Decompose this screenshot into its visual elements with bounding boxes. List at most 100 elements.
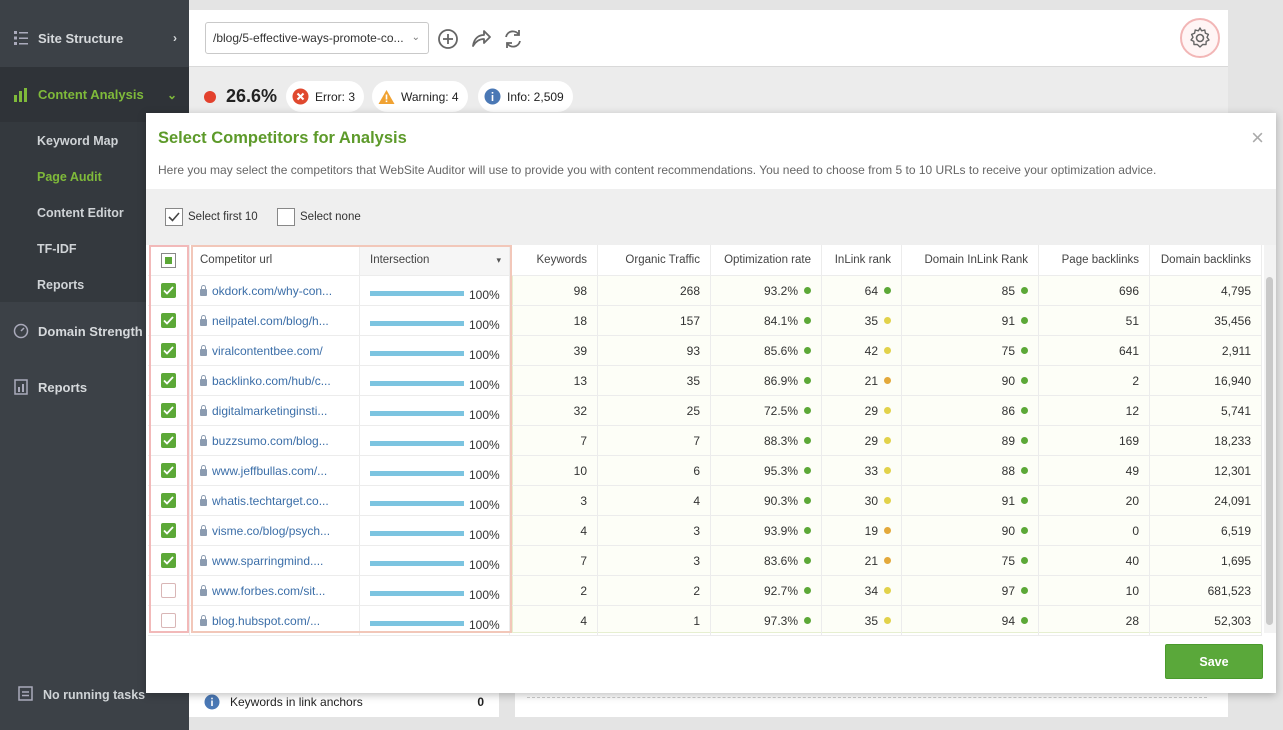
save-button[interactable]: Save [1165,644,1263,679]
competitor-url-cell: neilpatel.com/blog/h... [190,306,360,335]
close-icon[interactable]: × [1251,125,1264,150]
column-header-organic-traffic[interactable]: Organic Traffic [598,245,711,275]
sidebar-subitem-page-audit[interactable]: Page Audit [37,170,102,184]
gauge-icon [12,322,30,340]
competitor-url-link[interactable]: neilpatel.com/blog/h... [190,314,329,328]
inlink-rank-cell: 21 [822,546,902,575]
organic-traffic-cell: 35 [598,366,711,395]
header-checkbox[interactable] [161,252,176,268]
sidebar-subitem-content-editor[interactable]: Content Editor [37,206,124,220]
toolbar: /blog/5-effective-ways-promote-co... ⌄ [189,10,1228,67]
table-row[interactable]: www.jeffbullas.com/... 100% 10 6 95.3% 33 88 49… [148,456,1262,486]
column-header-domain-inlink-rank[interactable]: Domain InLink Rank [902,245,1039,275]
sidebar-item-reports[interactable]: Reports [0,368,189,406]
row-select-cell [148,336,190,365]
competitor-url-link[interactable]: www.jeffbullas.com/... [190,464,327,478]
row-select-cell [148,486,190,515]
domain-inlink-rank-value: 75 [1001,553,1015,568]
page-backlinks-value: 12 [1125,403,1139,418]
table-row[interactable]: whatis.techtarget.co... 100% 3 4 90.3% 30 91 20… [148,486,1262,516]
table-row[interactable]: www.forbes.com/sit... 100% 2 2 92.7% 34 97 10 68… [148,576,1262,606]
row-checkbox[interactable] [161,613,176,628]
competitor-url-link[interactable]: blog.hubspot.com/... [190,614,320,628]
scrollbar-thumb[interactable] [1266,277,1273,625]
intersection-bar [370,441,464,446]
row-checkbox[interactable] [161,283,176,298]
competitor-url-link[interactable]: www.forbes.com/sit... [190,584,325,598]
column-header-optimization-rate[interactable]: Optimization rate [711,245,822,275]
row-checkbox[interactable] [161,313,176,328]
refresh-icon[interactable] [501,27,525,51]
row-checkbox[interactable] [161,463,176,478]
row-checkbox[interactable] [161,403,176,418]
table-scrollbar[interactable] [1264,245,1276,633]
row-checkbox[interactable] [161,493,176,508]
row-checkbox[interactable] [161,553,176,568]
settings-button[interactable] [1180,18,1220,58]
competitor-url-link[interactable]: visme.co/blog/psych... [190,524,330,538]
intersection-bar [370,561,464,566]
competitor-url-link[interactable]: whatis.techtarget.co... [190,494,329,508]
keywords-cell: 3 [510,486,598,515]
status-dot [804,557,811,564]
status-dot [804,287,811,294]
sidebar-item-site-structure[interactable]: Site Structure › [0,18,189,58]
sidebar-item-content-analysis[interactable]: Content Analysis ⌄ [0,67,189,122]
inlink-rank-value: 35 [864,613,878,628]
select-first-10-checkbox[interactable]: Select first 10 [165,208,258,226]
competitor-url-link[interactable]: viralcontentbee.com/ [190,344,323,358]
lock-icon [200,464,207,476]
column-header-domain-backlinks[interactable]: Domain backlinks [1150,245,1262,275]
row-checkbox[interactable] [161,373,176,388]
domain-inlink-rank-cell: 90 [902,516,1039,545]
table-row[interactable]: okdork.com/why-con... 100% 98 268 93.2% 64 85 6… [148,276,1262,306]
inlink-rank-cell: 33 [822,456,902,485]
row-checkbox[interactable] [161,523,176,538]
row-checkbox[interactable] [161,343,176,358]
table-row[interactable]: digitalmarketinginsti... 100% 32 25 72.5% 29 8… [148,396,1262,426]
page-backlinks-value: 51 [1125,313,1139,328]
warning-badge[interactable]: Warning: 4 [372,81,468,112]
organic-traffic-cell: 4 [598,486,711,515]
competitor-url-link[interactable]: www.sparringmind.... [190,554,323,568]
dialog-description: Here you may select the competitors that… [158,163,1157,177]
row-select-cell [148,306,190,335]
keywords-value: 18 [573,313,587,328]
select-none-checkbox[interactable]: Select none [277,208,361,226]
task-status[interactable]: No running tasks [18,686,145,704]
sidebar-subitem-keyword-map[interactable]: Keyword Map [37,134,119,148]
list-icon [12,29,30,47]
sidebar-subitem-reports[interactable]: Reports [37,278,85,292]
table-row[interactable]: visme.co/blog/psych... 100% 4 3 93.9% 19 90 0 6,… [148,516,1262,546]
column-header-keywords[interactable]: Keywords [510,245,598,275]
factor-value: 0 [477,695,484,709]
intersection-cell: 100% [360,366,510,395]
table-row[interactable]: viralcontentbee.com/100% 39 93 85.6% 42 75 641… [148,336,1262,366]
sidebar-item-domain-strength[interactable]: Domain Strength [0,312,189,350]
column-header-page-backlinks[interactable]: Page backlinks [1039,245,1150,275]
error-badge[interactable]: Error: 3 [286,81,365,112]
competitor-url-link[interactable]: buzzsumo.com/blog... [190,434,329,448]
competitor-url-link[interactable]: okdork.com/why-con... [190,284,332,298]
table-row[interactable]: www.sparringmind.... 100% 7 3 83.6% 21 75 40 1,6… [148,546,1262,576]
optimization-score: 26.6% [226,86,278,106]
organic-traffic-cell: 268 [598,276,711,305]
table-row[interactable]: buzzsumo.com/blog... 100% 7 7 88.3% 29 89 169 18… [148,426,1262,456]
table-row[interactable]: backlinko.com/hub/c... 100% 13 35 86.9% 21 90 2… [148,366,1262,396]
info-badge[interactable]: Info: 2,509 [478,81,573,112]
url-dropdown[interactable]: /blog/5-effective-ways-promote-co... ⌄ [205,22,429,54]
row-checkbox[interactable] [161,433,176,448]
competitor-url-link[interactable]: digitalmarketinginsti... [190,404,327,418]
add-icon[interactable] [436,27,460,51]
row-checkbox[interactable] [161,583,176,598]
column-header-intersection[interactable]: Intersection ▾ [360,245,510,275]
column-header-inlink-rank[interactable]: InLink rank [822,245,902,275]
column-header-competitor-url[interactable]: Competitor url [190,245,360,275]
inlink-rank-cell: 34 [822,576,902,605]
table-row[interactable]: blog.hubspot.com/... 100% 4 1 97.3% 35 94 28 52,… [148,606,1262,636]
competitor-url-link[interactable]: backlinko.com/hub/c... [190,374,331,388]
share-icon[interactable] [469,27,493,51]
sidebar-subitem-tf-idf[interactable]: TF-IDF [37,242,77,256]
organic-traffic-cell: 7 [598,426,711,455]
table-row[interactable]: neilpatel.com/blog/h... 100% 18 157 84.1% 35 9… [148,306,1262,336]
